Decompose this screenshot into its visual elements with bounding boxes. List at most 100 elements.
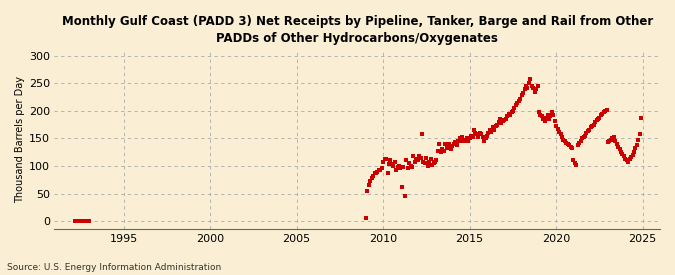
Point xyxy=(489,128,500,132)
Point xyxy=(567,146,578,151)
Point xyxy=(574,141,585,145)
Point xyxy=(624,157,635,162)
Point xyxy=(632,143,643,147)
Point xyxy=(481,133,492,138)
Point xyxy=(427,163,437,167)
Point xyxy=(74,219,84,223)
Point xyxy=(547,110,558,114)
Point xyxy=(461,136,472,141)
Point xyxy=(628,150,639,154)
Point xyxy=(425,157,436,162)
Point xyxy=(633,137,644,142)
Point xyxy=(518,91,529,95)
Point xyxy=(382,170,393,175)
Point xyxy=(373,168,384,172)
Point xyxy=(571,163,582,167)
Point xyxy=(558,137,569,142)
Text: Source: U.S. Energy Information Administration: Source: U.S. Energy Information Administ… xyxy=(7,263,221,272)
Point xyxy=(528,86,539,90)
Point xyxy=(435,150,446,155)
Point xyxy=(437,147,448,152)
Point xyxy=(483,131,494,135)
Point xyxy=(578,135,589,139)
Point xyxy=(430,160,441,164)
Point xyxy=(415,156,426,160)
Point xyxy=(525,77,536,81)
Point xyxy=(394,164,404,168)
Point xyxy=(594,115,605,120)
Point xyxy=(487,125,498,130)
Point xyxy=(626,155,637,160)
Point xyxy=(601,108,612,112)
Point xyxy=(575,139,586,143)
Point xyxy=(472,132,483,136)
Point xyxy=(377,166,387,170)
Point xyxy=(456,139,466,143)
Point xyxy=(412,158,423,163)
Point xyxy=(424,160,435,164)
Point xyxy=(364,179,375,184)
Point xyxy=(522,86,533,90)
Point xyxy=(564,143,574,147)
Point xyxy=(533,110,544,114)
Point xyxy=(77,219,88,223)
Point xyxy=(554,130,564,134)
Point xyxy=(383,162,394,166)
Point xyxy=(516,93,527,98)
Point xyxy=(580,133,591,138)
Point xyxy=(418,160,429,164)
Point xyxy=(512,100,522,105)
Point xyxy=(466,133,477,138)
Point xyxy=(420,161,431,166)
Point xyxy=(385,158,396,163)
Point xyxy=(477,134,488,139)
Point xyxy=(584,128,595,132)
Point xyxy=(389,160,400,164)
Point xyxy=(630,146,641,151)
Point xyxy=(434,142,445,146)
Point xyxy=(607,136,618,141)
Point xyxy=(531,87,541,91)
Point xyxy=(585,125,596,130)
Point xyxy=(491,122,502,127)
Point xyxy=(627,153,638,157)
Point xyxy=(593,117,603,121)
Point xyxy=(620,157,631,162)
Point xyxy=(372,169,383,174)
Point xyxy=(539,119,550,123)
Point xyxy=(543,117,554,121)
Point xyxy=(82,219,92,223)
Point xyxy=(473,135,484,139)
Point xyxy=(519,87,530,91)
Point xyxy=(369,171,380,175)
Point xyxy=(416,132,427,136)
Point xyxy=(360,216,371,221)
Point xyxy=(565,145,576,149)
Point xyxy=(431,158,442,163)
Point xyxy=(493,120,504,124)
Point xyxy=(617,152,628,156)
Point xyxy=(636,115,647,120)
Point xyxy=(510,103,521,108)
Point xyxy=(479,139,489,143)
Point xyxy=(568,158,579,163)
Point xyxy=(414,154,425,158)
Point xyxy=(396,185,407,189)
Point xyxy=(80,219,91,223)
Point xyxy=(598,110,609,114)
Point xyxy=(468,128,479,132)
Point xyxy=(367,176,377,180)
Point xyxy=(551,124,562,128)
Point xyxy=(589,122,599,127)
Point xyxy=(490,124,501,128)
Point xyxy=(555,132,566,136)
Point xyxy=(587,124,597,128)
Point xyxy=(495,117,506,121)
Point xyxy=(591,118,602,122)
Point xyxy=(362,189,373,193)
Point xyxy=(526,84,537,88)
Point xyxy=(612,142,622,146)
Point xyxy=(392,165,403,169)
Point xyxy=(515,97,526,101)
Point xyxy=(496,121,507,125)
